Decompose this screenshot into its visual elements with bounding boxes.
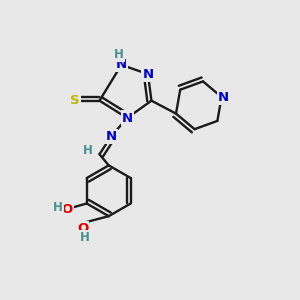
Text: S: S — [70, 94, 80, 107]
Text: N: N — [116, 58, 127, 71]
Text: O: O — [61, 203, 73, 216]
Text: N: N — [142, 68, 154, 81]
Text: N: N — [106, 130, 117, 143]
Text: H: H — [80, 231, 90, 244]
Text: H: H — [82, 144, 92, 157]
Text: N: N — [122, 112, 133, 124]
Text: N: N — [218, 91, 229, 103]
Text: O: O — [77, 222, 88, 235]
Text: H: H — [114, 48, 124, 61]
Text: H: H — [53, 201, 63, 214]
